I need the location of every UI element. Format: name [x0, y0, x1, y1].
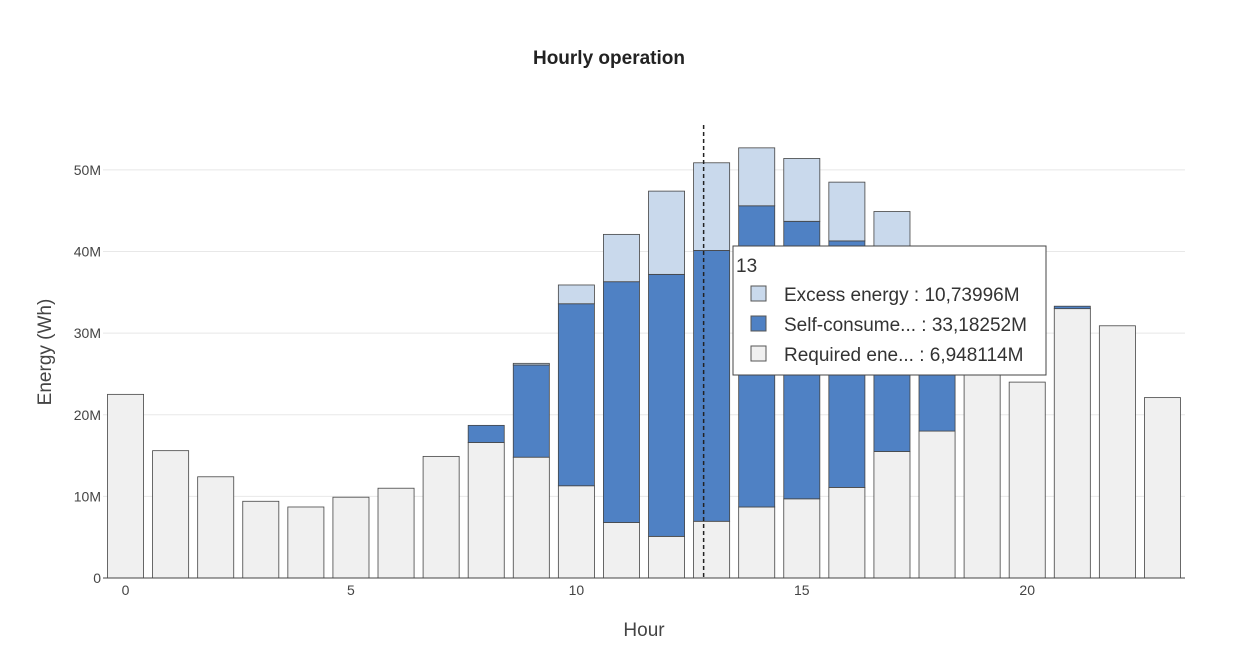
y-tick-label: 20M [74, 407, 101, 423]
bar-segment-required[interactable] [1053, 308, 1091, 579]
bar-segment-required[interactable] [422, 455, 460, 579]
bar-segment-required[interactable] [648, 535, 685, 579]
y-tick-label: 30M [74, 325, 101, 341]
y-axis-ticks: 0 10M 20M 30M 40M 50M [74, 162, 101, 586]
hover-tooltip: 13 Excess energy : 10,73996M Self-consume… [732, 245, 1047, 376]
bar-segment-required[interactable] [828, 486, 866, 579]
tooltip-swatch [750, 285, 767, 302]
bar-segment-required[interactable] [287, 506, 325, 579]
bar-segment-self-consumed[interactable] [557, 303, 595, 487]
x-tick-label: 20 [1019, 582, 1035, 598]
chart-title: Hourly operation [533, 48, 685, 69]
x-tick-label: 5 [347, 582, 355, 598]
x-tick-label: 10 [569, 582, 585, 598]
bar-segment-required[interactable] [1008, 381, 1046, 579]
bar-segment-required[interactable] [738, 506, 776, 579]
tooltip-box [732, 245, 1047, 376]
bar-segment-required[interactable] [693, 520, 731, 579]
bar-segment-required[interactable] [467, 442, 505, 579]
bar-segment-excess[interactable] [738, 147, 776, 207]
bar-segment-self-consumed[interactable] [693, 250, 731, 522]
x-axis-ticks: 0 5 10 15 20 [122, 582, 1036, 598]
bar-segment-excess[interactable] [557, 284, 595, 305]
x-tick-label: 15 [794, 582, 810, 598]
bar-segment-self-consumed[interactable] [648, 273, 685, 537]
x-tick-label: 0 [122, 582, 130, 598]
bar-segment-required[interactable] [873, 451, 911, 579]
x-axis-label: Hour [623, 620, 665, 641]
bar-segment-required[interactable] [1144, 397, 1181, 579]
bar-segment-excess[interactable] [648, 190, 685, 275]
bar-segment-required[interactable] [557, 485, 595, 579]
tooltip-swatch [750, 315, 767, 332]
bar-segment-required[interactable] [197, 476, 235, 579]
bar-segment-required[interactable] [242, 500, 280, 579]
bar-segment-self-consumed[interactable] [467, 424, 505, 443]
bar-segment-required[interactable] [152, 450, 190, 579]
bar-segment-self-consumed[interactable] [512, 364, 550, 458]
bar-segment-excess[interactable] [603, 233, 640, 283]
y-axis-label: Energy (Wh) [35, 299, 56, 406]
bar-segment-required[interactable] [963, 365, 1001, 579]
bar-segment-excess[interactable] [783, 158, 821, 222]
bar-segment-required[interactable] [107, 393, 144, 579]
bar-segment-self-consumed[interactable] [1053, 305, 1091, 310]
bar-segment-required[interactable] [783, 498, 821, 579]
bar-segment-self-consumed[interactable] [603, 281, 640, 523]
tooltip-row-label: Required ene... : 6,948114M [784, 345, 1023, 366]
tooltip-swatch [750, 345, 767, 362]
bar-segment-required[interactable] [1098, 325, 1136, 579]
bar-segment-excess[interactable] [512, 362, 550, 366]
tooltip-row-label: Excess energy : 10,73996M [784, 285, 1020, 306]
y-tick-label: 10M [74, 488, 101, 504]
bar-segment-required[interactable] [603, 522, 640, 579]
bar-segment-required[interactable] [377, 487, 415, 579]
bar-segment-excess[interactable] [693, 162, 731, 251]
tooltip-row-label: Self-consume... : 33,18252M [784, 315, 1027, 336]
bar-segment-required[interactable] [512, 456, 550, 579]
bar-segment-required[interactable] [332, 496, 370, 579]
bar-segment-required[interactable] [918, 430, 956, 579]
y-tick-label: 40M [74, 244, 101, 260]
y-tick-label: 50M [74, 162, 101, 178]
bar-segment-excess[interactable] [828, 181, 866, 242]
tooltip-title: 13 [736, 256, 757, 277]
y-tick-label: 0 [93, 570, 101, 586]
